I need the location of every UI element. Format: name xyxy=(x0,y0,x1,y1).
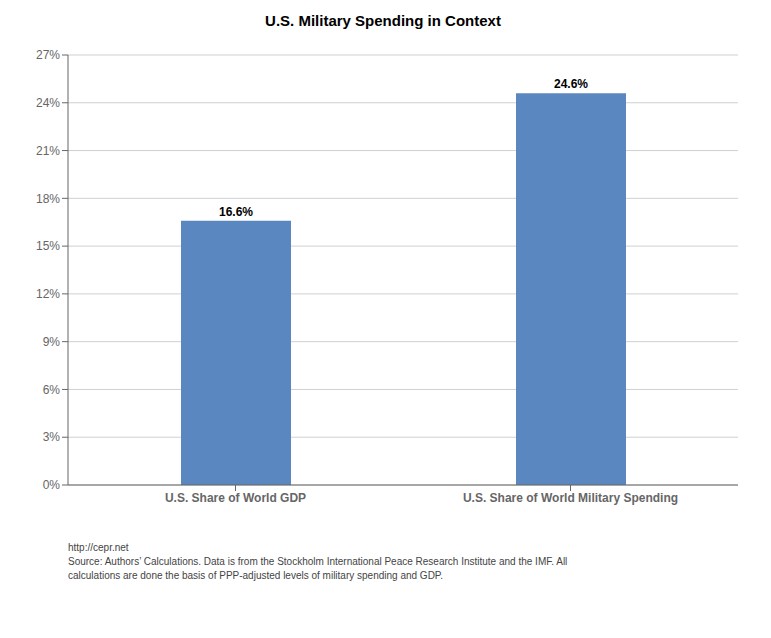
svg-text:21%: 21% xyxy=(36,144,60,158)
svg-text:U.S. Share of World Military S: U.S. Share of World Military Spending xyxy=(463,491,678,505)
svg-text:3%: 3% xyxy=(43,430,61,444)
svg-text:12%: 12% xyxy=(36,287,60,301)
html-text:http://cepr.net: http://cepr.net xyxy=(68,542,129,553)
svg-text:9%: 9% xyxy=(43,335,61,349)
html-text:Source: Authors’ Calculations.: Source: Authors’ Calculations. Data is f… xyxy=(68,556,568,567)
svg-text:6%: 6% xyxy=(43,383,61,397)
svg-text:0%: 0% xyxy=(43,478,61,492)
svg-text:15%: 15% xyxy=(36,239,60,253)
svg-text:16.6%: 16.6% xyxy=(219,205,253,219)
svg-text:18%: 18% xyxy=(36,192,60,206)
html-text:calculations are done the basi: calculations are done the basis of PPP-a… xyxy=(68,570,443,581)
svg-text:24%: 24% xyxy=(36,96,60,110)
svg-text:24.6%: 24.6% xyxy=(554,77,588,91)
svg-text:27%: 27% xyxy=(36,48,60,62)
svg-text:U.S. Share of World GDP: U.S. Share of World GDP xyxy=(165,491,306,505)
html-text:U.S. Military Spending in Cont: U.S. Military Spending in Context xyxy=(265,12,501,29)
